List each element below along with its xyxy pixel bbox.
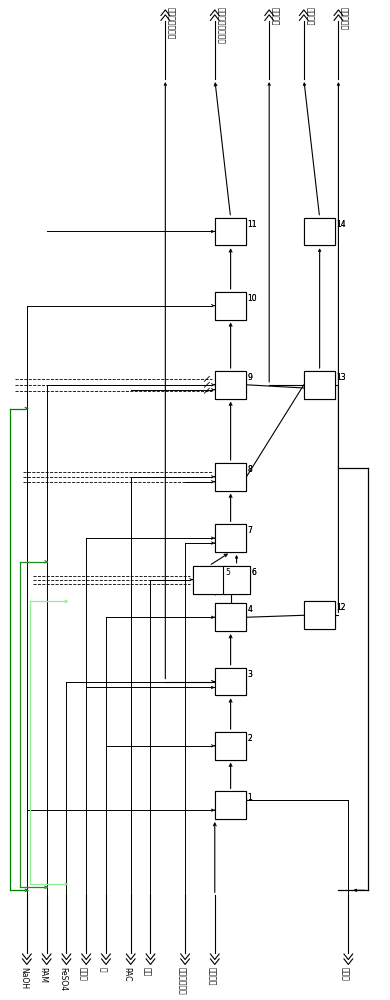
Bar <box>223 566 250 594</box>
Bar <box>215 791 246 819</box>
Bar <box>193 566 225 594</box>
Bar <box>215 463 246 491</box>
Bar <box>215 292 246 320</box>
Text: 14: 14 <box>337 220 346 229</box>
Text: 无组织排放气体: 无组织排放气体 <box>166 7 176 39</box>
Text: FeSO4: FeSO4 <box>58 967 67 992</box>
Text: 原料泥回收: 原料泥回收 <box>339 7 348 30</box>
Bar <box>304 218 335 245</box>
Text: 2: 2 <box>247 734 252 743</box>
Bar <box>223 566 250 594</box>
Text: 1: 1 <box>247 793 252 802</box>
Text: 13: 13 <box>337 373 346 382</box>
Bar <box>215 668 246 695</box>
Bar <box>193 566 225 594</box>
Bar <box>304 371 335 399</box>
Text: 4: 4 <box>247 605 252 614</box>
Bar <box>215 603 246 631</box>
Text: 5: 5 <box>226 568 230 577</box>
Text: 12: 12 <box>337 603 346 612</box>
Bar <box>215 791 246 819</box>
Text: 9: 9 <box>247 373 252 382</box>
Text: 新鲜水: 新鲜水 <box>340 967 349 981</box>
Bar <box>215 668 246 695</box>
Bar <box>215 603 246 631</box>
Text: 酸: 酸 <box>98 967 107 972</box>
Bar <box>215 524 246 552</box>
Text: 10: 10 <box>247 294 257 303</box>
Text: 钓盐: 钓盐 <box>142 967 151 977</box>
Text: PAC: PAC <box>123 967 132 982</box>
Text: 出水进入生化处理: 出水进入生化处理 <box>216 7 225 44</box>
Text: 白泥回收: 白泥回收 <box>305 7 314 25</box>
Text: 11: 11 <box>247 220 257 229</box>
Text: 8: 8 <box>247 465 252 474</box>
Bar <box>215 732 246 760</box>
Text: 7: 7 <box>247 526 252 535</box>
Text: 黄泥回收: 黄泥回收 <box>270 7 279 25</box>
Text: 非净化工业风: 非净化工业风 <box>177 967 186 995</box>
Bar <box>215 218 246 245</box>
Bar <box>304 218 335 245</box>
Text: 6: 6 <box>252 568 256 577</box>
Text: 11: 11 <box>247 220 257 229</box>
Bar <box>215 371 246 399</box>
Bar <box>215 463 246 491</box>
Text: 3: 3 <box>247 670 252 679</box>
Bar <box>215 371 246 399</box>
Text: PAM: PAM <box>39 967 48 983</box>
Text: 氧化剂: 氧化剂 <box>78 967 87 981</box>
Text: 4: 4 <box>247 605 252 614</box>
Text: 3: 3 <box>247 670 252 679</box>
Text: 含磷废水: 含磷废水 <box>207 967 216 986</box>
Bar <box>215 732 246 760</box>
Text: 13: 13 <box>337 373 346 382</box>
Bar <box>215 218 246 245</box>
Text: 8: 8 <box>247 465 252 474</box>
Bar <box>304 371 335 399</box>
Bar <box>215 292 246 320</box>
Text: NaOH: NaOH <box>19 967 28 990</box>
Text: 7: 7 <box>247 526 252 535</box>
Text: 2: 2 <box>247 734 252 743</box>
Text: 6: 6 <box>252 568 256 577</box>
Text: 10: 10 <box>247 294 257 303</box>
Text: 1: 1 <box>247 793 252 802</box>
Bar <box>215 524 246 552</box>
Bar <box>304 601 335 629</box>
Text: 5: 5 <box>226 568 230 577</box>
Text: 12: 12 <box>337 603 346 612</box>
Text: 14: 14 <box>337 220 346 229</box>
Bar <box>304 601 335 629</box>
Text: 9: 9 <box>247 373 252 382</box>
